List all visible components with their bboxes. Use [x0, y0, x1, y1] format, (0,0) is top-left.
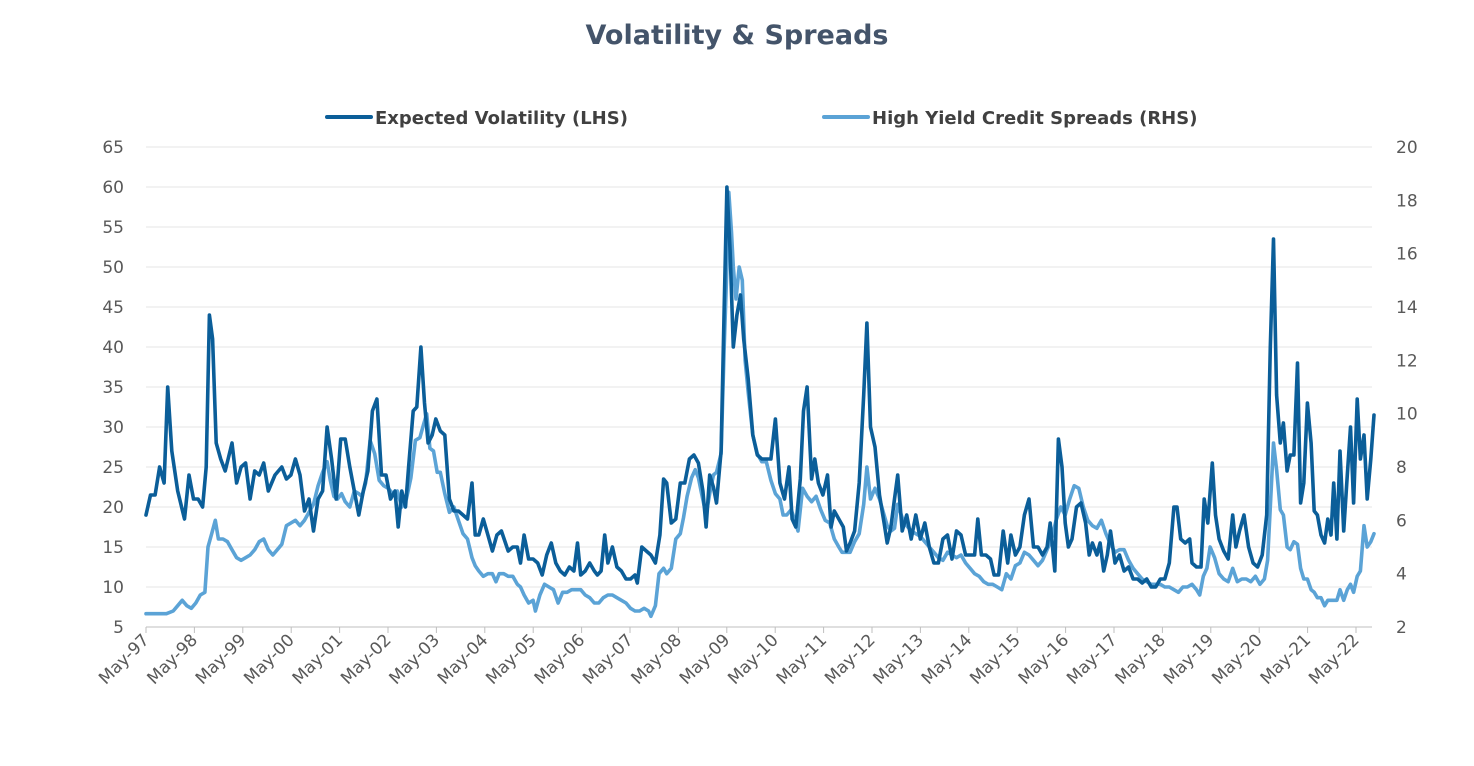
x-tick-label: May-08: [628, 630, 686, 688]
y-right-tick-label: 16: [1396, 245, 1418, 265]
y-left-tick-label: 45: [102, 298, 124, 318]
legend-label: Expected Volatility (LHS): [375, 108, 628, 129]
y-left-tick-label: 10: [102, 578, 124, 598]
y-left-tick-label: 20: [102, 498, 124, 518]
y-left-tick-label: 30: [102, 418, 124, 438]
y-left-tick-label: 40: [102, 338, 124, 358]
x-tick-label: May-09: [676, 630, 734, 688]
x-tick-label: May-02: [337, 630, 395, 688]
x-tick-label: May-04: [434, 630, 492, 688]
x-tick-label: May-05: [482, 630, 540, 688]
y-left-tick-label: 50: [102, 258, 124, 278]
y-left-tick-label: 15: [102, 538, 124, 558]
x-tick-label: May-10: [724, 630, 782, 688]
y-right-tick-label: 6: [1396, 511, 1407, 531]
x-tick-label: May-11: [773, 630, 831, 688]
series-line-expected-volatility: [144, 185, 1376, 589]
x-tick-label: May-18: [1112, 630, 1170, 688]
x-tick-label: May-20: [1208, 630, 1266, 688]
y-right-tick-label: 4: [1396, 565, 1407, 585]
x-tick-label: May-98: [144, 630, 202, 688]
y-right-tick-label: 12: [1396, 351, 1418, 371]
x-tick-label: May-01: [289, 630, 347, 688]
y-right-tick-label: 8: [1396, 458, 1407, 478]
y-right-tick-label: 20: [1396, 138, 1418, 158]
x-tick-label: May-97: [95, 630, 153, 688]
x-tick-label: May-07: [579, 630, 637, 688]
y-left-tick-label: 55: [102, 218, 124, 238]
x-tick-label: May-19: [1160, 630, 1218, 688]
x-tick-label: May-03: [386, 630, 444, 688]
series-layer: [144, 185, 1376, 619]
gridlines: [146, 146, 1372, 588]
x-tick-label: May-12: [821, 630, 879, 688]
y-left-tick-label: 35: [102, 378, 124, 398]
x-tick-label: May-14: [918, 630, 976, 688]
y-left-tick-label: 60: [102, 178, 124, 198]
x-tick-label: May-00: [240, 630, 298, 688]
x-tick-label: May-17: [1063, 630, 1121, 688]
x-tick-label: May-22: [1305, 630, 1363, 688]
x-tick-label: May-06: [531, 630, 589, 688]
y-left-tick-label: 65: [102, 138, 124, 158]
axes: 5 10 15 20 25 30 35 40 45 50 55 60 65 2 4 6 8 10 12 14 16 18 2…: [95, 138, 1418, 689]
y-right-tick-label: 18: [1396, 191, 1418, 211]
y-right-tick-label: 14: [1396, 298, 1418, 318]
legend: Expected Volatility (LHS) High Yield Cred…: [325, 108, 1197, 129]
x-tick-label: May-15: [966, 630, 1024, 688]
x-tick-label: May-16: [1015, 630, 1073, 688]
legend-label: High Yield Credit Spreads (RHS): [872, 108, 1197, 129]
y-right-tick-label: 2: [1396, 618, 1407, 638]
chart-title: Volatility & Spreads: [585, 20, 889, 51]
x-tick-label: May-99: [192, 630, 250, 688]
y-left-tick-label: 5: [113, 618, 124, 638]
x-tick-label: May-13: [870, 630, 928, 688]
y-right-tick-label: 10: [1396, 405, 1418, 425]
y-left-tick-label: 25: [102, 458, 124, 478]
x-tick-label: May-21: [1257, 630, 1315, 688]
